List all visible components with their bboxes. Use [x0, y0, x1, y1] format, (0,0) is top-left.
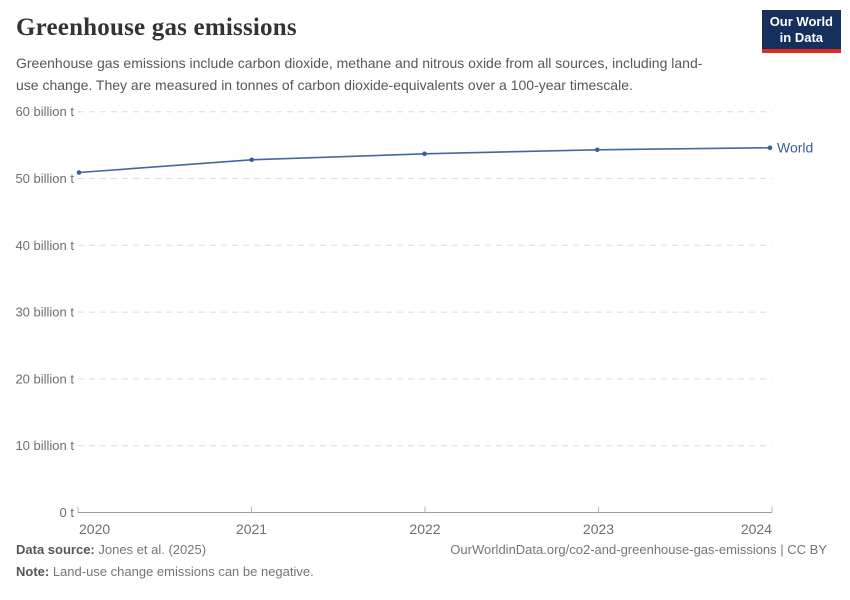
note-line: Note: Land-use change emissions can be n…: [16, 564, 314, 579]
owid-logo-line1: Our World: [769, 14, 833, 29]
x-axis-tick-label: 2021: [236, 521, 267, 537]
x-axis-tick-label: 2022: [409, 521, 440, 537]
owid-logo[interactable]: Our World in Data: [761, 10, 841, 53]
note-label: Note:: [16, 564, 50, 579]
y-axis-tick-label: 20 billion t: [15, 371, 74, 386]
data-source-label: Data source:: [16, 542, 95, 557]
x-axis-tick-label: 2020: [79, 521, 110, 537]
note-value: Land-use change emissions can be negativ…: [49, 564, 314, 579]
y-axis-tick-label: 60 billion t: [15, 104, 74, 119]
attribution-link[interactable]: OurWorldinData.org/co2-and-greenhouse-ga…: [450, 542, 827, 557]
data-point[interactable]: [249, 157, 255, 163]
series-label-world[interactable]: World: [777, 140, 813, 156]
chart-subtitle: Greenhouse gas emissions include carbon …: [16, 54, 703, 93]
footer-row-1: Data source: Jones et al. (2025) OurWorl…: [16, 542, 827, 557]
data-source-value: Jones et al. (2025): [94, 542, 207, 557]
chart-header: Greenhouse gas emissions Greenhouse gas …: [16, 14, 756, 96]
data-source-line: Data source: Jones et al. (2025): [16, 542, 206, 557]
y-axis-tick-label: 30 billion t: [15, 305, 74, 320]
y-axis-tick-label: 40 billion t: [15, 238, 74, 253]
chart-footer: Data source: Jones et al. (2025) OurWorl…: [16, 542, 827, 579]
data-point[interactable]: [422, 151, 427, 157]
emissions-line[interactable]: [78, 146, 771, 174]
data-point[interactable]: [767, 145, 773, 151]
data-point[interactable]: [594, 147, 600, 153]
footer-row-2: Note: Land-use change emissions can be n…: [16, 564, 827, 579]
y-axis-tick-label: 50 billion t: [15, 171, 74, 186]
data-point[interactable]: [76, 170, 82, 175]
x-axis-tick-label: 2023: [583, 521, 614, 537]
chart-title: Greenhouse gas emissions: [16, 14, 297, 41]
y-axis-tick-label: 0 t: [60, 505, 75, 520]
y-axis-tick-label: 10 billion t: [15, 438, 74, 453]
owid-logo-line2: in Data: [779, 30, 824, 45]
x-axis-tick-label: 2024: [741, 521, 772, 537]
